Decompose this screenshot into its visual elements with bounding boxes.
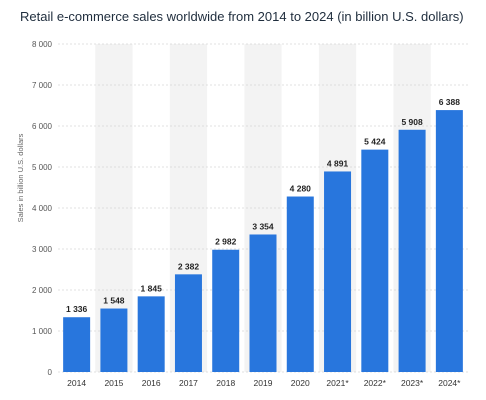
x-axis-ticks: 2014 2015 2016 2017 2018 2019 2020 2021* 2022* 20… [67, 378, 461, 388]
x-tick-label: 2014 [67, 378, 86, 388]
x-tick-label: 2017 [179, 378, 198, 388]
data-label: 3 354 [252, 221, 274, 231]
x-tick-label: 2024* [438, 378, 461, 388]
x-tick-label: 2019 [254, 378, 273, 388]
y-tick-label: 2 000 [32, 286, 53, 295]
bar [324, 171, 352, 372]
data-label: 6 388 [439, 97, 461, 107]
bar [361, 149, 389, 372]
bar [249, 234, 277, 372]
y-tick-label: 0 [48, 368, 53, 377]
x-tick-label: 2023* [401, 378, 424, 388]
y-tick-label: 3 000 [32, 245, 53, 254]
y-axis-label: Sales in billion U.S. dollars [16, 133, 25, 222]
x-tick-label: 2022* [364, 378, 387, 388]
bar [212, 249, 240, 372]
y-tick-label: 5 000 [32, 163, 53, 172]
data-label: 5 424 [364, 137, 386, 147]
data-label: 2 382 [178, 261, 200, 271]
bar [63, 317, 91, 372]
data-label: 4 280 [290, 184, 312, 194]
bars [63, 110, 463, 372]
x-tick-label: 2021* [326, 378, 349, 388]
bar [174, 274, 202, 372]
bar [435, 110, 463, 372]
data-label: 1 336 [66, 304, 88, 314]
y-axis-ticks: 0 1 000 2 000 3 000 4 000 5 000 6 000 7 000 8 00… [32, 40, 53, 377]
data-label: 1 845 [141, 283, 163, 293]
bar [137, 296, 165, 372]
data-label: 1 548 [103, 296, 125, 306]
y-tick-label: 6 000 [32, 122, 53, 131]
data-label: 4 891 [327, 158, 349, 168]
bar [398, 129, 426, 372]
x-tick-label: 2020 [291, 378, 310, 388]
y-tick-label: 7 000 [32, 81, 53, 90]
bar [100, 308, 128, 372]
data-label: 5 908 [401, 117, 423, 127]
y-tick-label: 4 000 [32, 204, 53, 213]
x-tick-label: 2015 [104, 378, 123, 388]
data-label: 2 982 [215, 237, 237, 247]
bar [286, 196, 314, 372]
x-tick-label: 2016 [142, 378, 161, 388]
x-tick-label: 2018 [216, 378, 235, 388]
chart-title: Retail e-commerce sales worldwide from 2… [20, 9, 464, 24]
data-labels: 1 336 1 548 1 845 2 382 2 982 3 354 4 280 4 891… [66, 97, 460, 314]
y-tick-label: 8 000 [32, 40, 53, 49]
y-tick-label: 1 000 [32, 327, 53, 336]
